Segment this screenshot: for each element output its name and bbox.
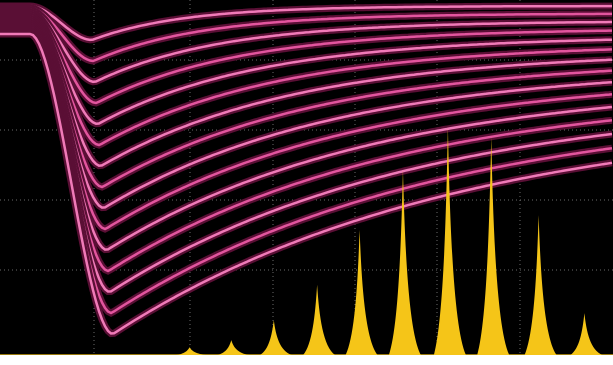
page: {"chart_data": {"type": "peaks", "color"… bbox=[0, 0, 613, 365]
oscilloscope-screen bbox=[0, 0, 613, 365]
screen-border bbox=[0, 355, 613, 365]
